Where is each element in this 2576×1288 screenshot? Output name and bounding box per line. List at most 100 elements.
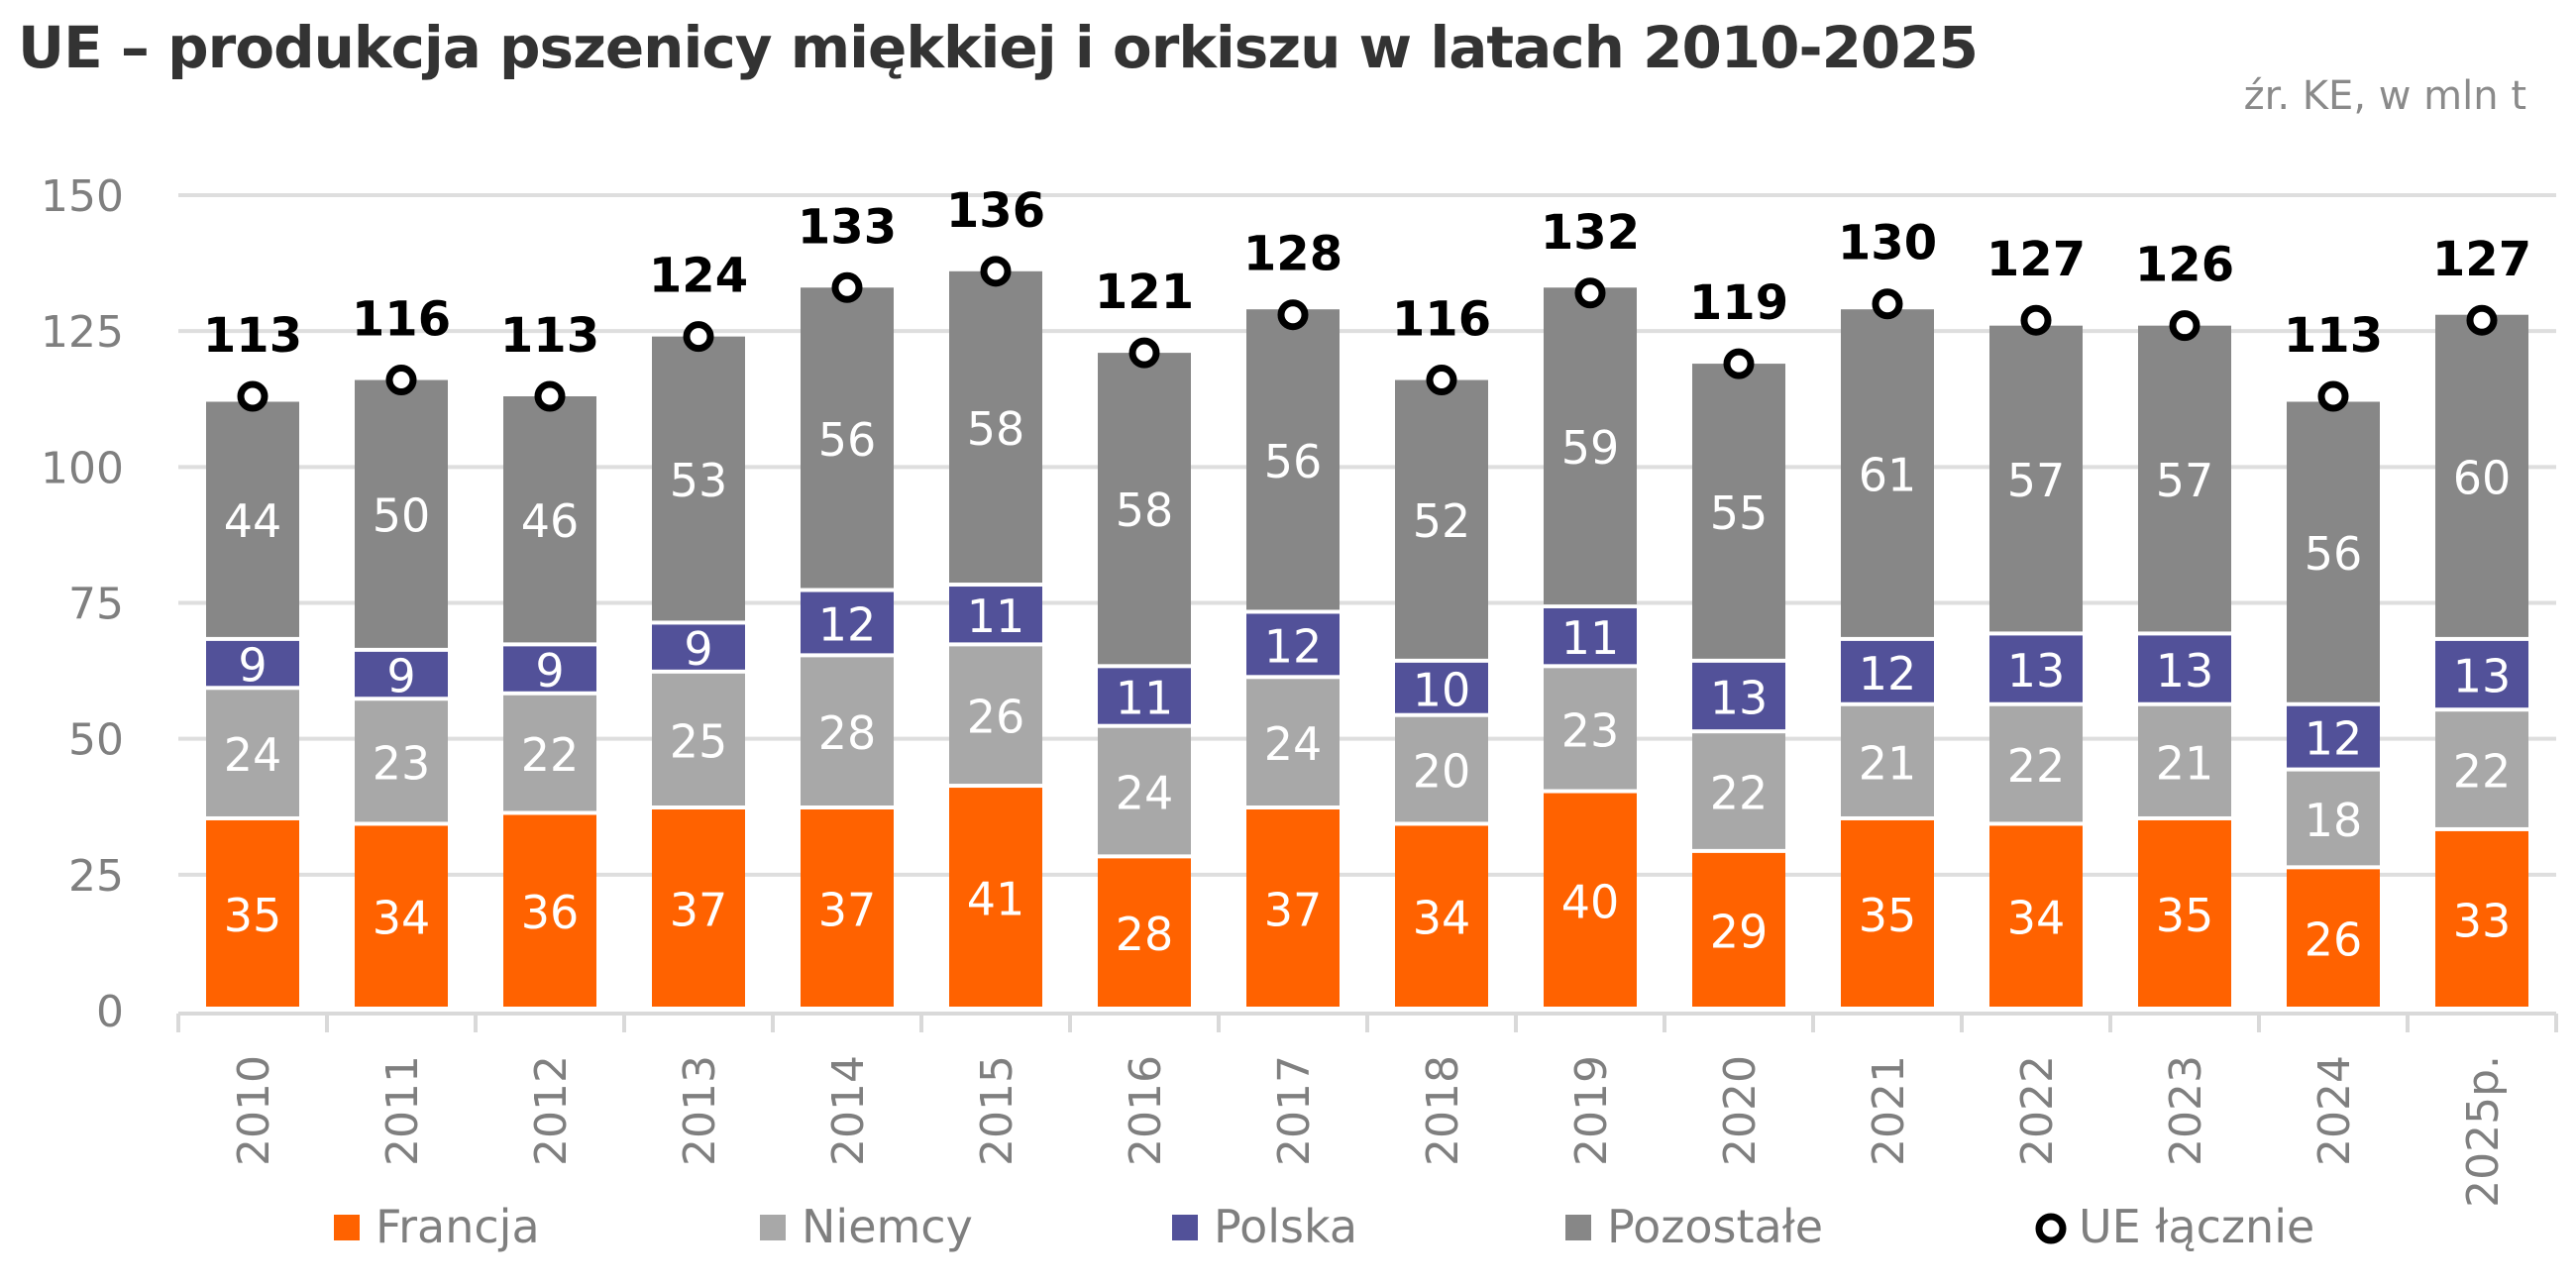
bar-segment-francja (1544, 793, 1637, 1007)
segment-value-label: 34 (2007, 892, 2066, 945)
bar-segment-niemcy (1395, 716, 1488, 822)
bar-segment-pozostałe (2435, 314, 2528, 637)
total-value-label: 116 (352, 292, 451, 348)
bar-segment-polska (1692, 662, 1785, 730)
legend-marker-ue-total-icon (2035, 1213, 2067, 1244)
bar-segment-niemcy (206, 690, 299, 816)
chart-title: UE – produkcja pszenicy miękkiej i orkis… (18, 14, 1979, 81)
segment-value-label: 60 (2453, 451, 2512, 504)
x-tick-label: 2015 (972, 1055, 1022, 1166)
total-value-label: 121 (1095, 265, 1194, 320)
x-tick-label: 2024 (2309, 1055, 2360, 1166)
bar-segment-polska (2138, 635, 2231, 702)
segment-value-label: 37 (670, 883, 728, 936)
segment-value-label: 9 (684, 622, 712, 676)
segment-value-label: 10 (1413, 663, 1471, 716)
bar-segment-niemcy (355, 700, 448, 822)
bar-segment-niemcy (949, 646, 1042, 785)
total-marker (1277, 299, 1309, 331)
total-value-label: 136 (946, 183, 1045, 239)
bar-segment-polska (1989, 635, 2083, 702)
bar-segment-francja (355, 825, 448, 1007)
segment-value-label: 24 (1264, 717, 1323, 771)
bar-segment-niemcy (1246, 679, 1340, 805)
bar-segment-pozostałe (1989, 325, 2083, 632)
segment-value-label: 13 (2156, 644, 2214, 698)
bar-segment-polska (206, 640, 299, 687)
bar-segment-pozostałe (1395, 379, 1488, 659)
bar-segment-polska (1395, 662, 1488, 713)
x-tick-label: 2017 (1269, 1055, 1320, 1166)
bar-segment-polska (2435, 640, 2528, 708)
bar-segment-niemcy (1692, 733, 1785, 849)
segment-value-label: 52 (1413, 494, 1471, 548)
x-tick-label: 2022 (2012, 1055, 2063, 1166)
bar-segment-francja (1841, 819, 1934, 1007)
segment-value-label: 57 (2007, 454, 2066, 507)
segment-value-label: 26 (967, 691, 1025, 744)
segment-value-label: 35 (2156, 889, 2214, 942)
segment-value-label: 22 (2007, 739, 2066, 793)
segment-value-label: 9 (238, 639, 267, 693)
total-marker (2466, 304, 2498, 336)
segment-value-label: 11 (1116, 672, 1174, 725)
total-marker (534, 380, 566, 412)
bar-segment-niemcy (2435, 711, 2528, 827)
bar-segment-pozostałe (652, 336, 745, 621)
x-tick-label: 2013 (675, 1055, 725, 1166)
total-marker (683, 321, 714, 353)
total-value-label: 128 (1243, 227, 1342, 282)
total-marker (2317, 380, 2349, 412)
bar-segment-francja (1692, 852, 1785, 1007)
bar-segment-polska (355, 651, 448, 698)
segment-value-label: 61 (1859, 449, 1917, 502)
segment-value-label: 58 (967, 402, 1025, 456)
legend: Francja Niemcy Polska Pozostałe UE łącznie (334, 1200, 2314, 1253)
legend-label: Niemcy (802, 1200, 973, 1253)
segment-value-label: 28 (818, 706, 877, 760)
bar-segment-francja (949, 788, 1042, 1007)
bar-segment-niemcy (503, 695, 596, 811)
x-tick-label: 2025p. (2458, 1055, 2509, 1208)
x-tick-label: 2014 (823, 1055, 874, 1166)
bar-segment-niemcy (652, 673, 745, 805)
segment-value-label: 34 (1413, 892, 1471, 945)
segment-value-label: 21 (2156, 736, 2214, 790)
bar-segment-pozostałe (1841, 309, 1934, 637)
bar-segment-pozostałe (355, 379, 448, 648)
y-tick-label: 125 (41, 307, 124, 358)
segment-value-label: 22 (1710, 767, 1769, 820)
segment-value-label: 36 (521, 886, 580, 939)
segment-value-label: 57 (2156, 454, 2214, 507)
bar-segment-niemcy (1098, 727, 1191, 855)
segment-value-label: 12 (2305, 712, 2363, 766)
segment-value-label: 13 (1710, 672, 1769, 725)
total-value-label: 119 (1689, 275, 1788, 331)
bar-segment-francja (2138, 819, 2231, 1007)
total-value-label: 116 (1392, 292, 1491, 348)
bar-segment-polska (1246, 613, 1340, 676)
x-tick-label: 2018 (1418, 1055, 1468, 1166)
segment-value-label: 56 (1264, 435, 1323, 488)
bar-segment-francja (2435, 830, 2528, 1007)
total-marker (1574, 277, 1606, 309)
x-axis: 2010 2011 2012 2013 2014 2015 2016 2017 2018 2019… (176, 1012, 2558, 1208)
legend-swatch-pozostałe (1565, 1215, 1591, 1240)
x-tick-label: 2012 (526, 1055, 577, 1166)
legend-label: Polska (1214, 1200, 1357, 1253)
bar-segment-pozostałe (2287, 401, 2380, 702)
total-marker (1426, 365, 1457, 396)
segment-value-label: 44 (224, 494, 282, 548)
segment-value-label: 56 (2305, 527, 2363, 581)
total-marker (1723, 348, 1755, 379)
y-tick-label: 25 (68, 851, 124, 902)
segment-value-label: 20 (1413, 745, 1471, 799)
bar-segment-pozostałe (1692, 364, 1785, 659)
x-tick-label: 2023 (2161, 1055, 2211, 1166)
segment-value-label: 29 (1710, 905, 1769, 958)
bar-segment-pozostałe (949, 270, 1042, 584)
segment-value-label: 9 (386, 650, 415, 703)
segment-value-label: 13 (2453, 650, 2512, 703)
total-value-label: 126 (2135, 238, 2234, 293)
